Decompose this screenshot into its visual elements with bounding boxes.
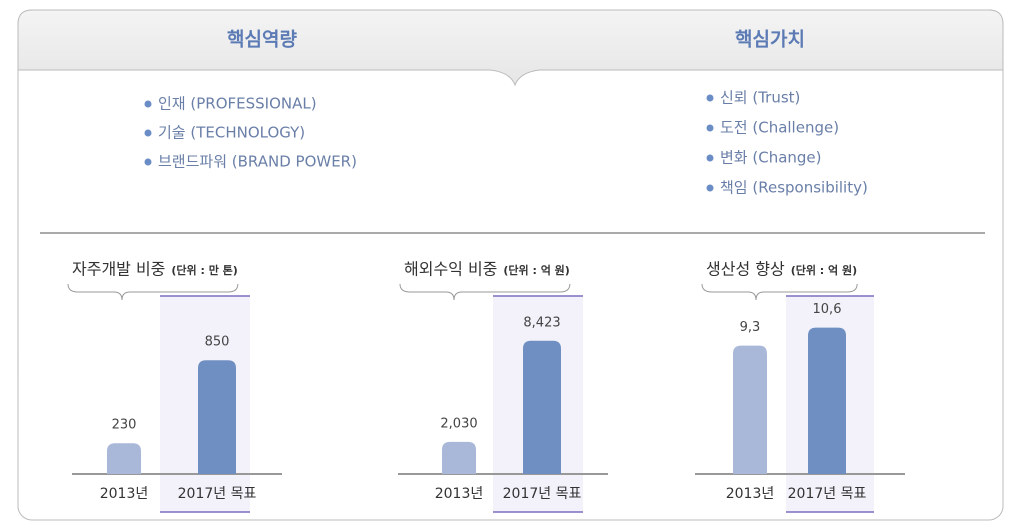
chart-title: 해외수익 비중 — [404, 260, 497, 279]
value-label: 850 — [205, 335, 230, 350]
category-label: 2017년 목표 — [178, 486, 257, 502]
bar — [733, 345, 767, 474]
category-label: 2013년 — [100, 486, 149, 502]
category-label: 2017년 목표 — [788, 486, 867, 502]
bar — [198, 360, 236, 474]
competency: 인재 (PROFESSIONAL) — [158, 95, 317, 113]
chart-title: 자주개발 비중 — [72, 260, 165, 279]
core-value: 신뢰 (Trust) — [720, 89, 800, 107]
value-label: 230 — [112, 418, 137, 433]
category-label: 2013년 — [726, 486, 775, 502]
bullet — [706, 94, 714, 102]
bullet — [706, 154, 714, 162]
chart-unit: (단위 : 억 원) — [503, 263, 569, 277]
bar — [523, 340, 561, 474]
bar — [808, 327, 846, 474]
value-label: 10,6 — [813, 302, 842, 317]
bullet — [706, 124, 714, 132]
right-title: 핵심가치 — [735, 29, 805, 51]
bullet — [706, 184, 714, 192]
category-label: 2017년 목표 — [503, 486, 582, 502]
core-value: 도전 (Challenge) — [720, 119, 839, 137]
competency: 브랜드파워 (BRAND POWER) — [158, 153, 357, 171]
core-value: 변화 (Change) — [720, 149, 822, 167]
core-value: 책임 (Responsibility) — [720, 179, 868, 197]
brace — [701, 283, 858, 301]
bullet — [144, 129, 152, 137]
bullet — [144, 158, 152, 166]
bullet — [144, 100, 152, 108]
chart-unit: (단위 : 만 톤) — [171, 263, 237, 277]
bar — [107, 443, 141, 474]
category-label: 2013년 — [435, 486, 484, 502]
bar — [442, 441, 476, 474]
competency: 기술 (TECHNOLOGY) — [158, 124, 305, 142]
value-label: 2,030 — [440, 416, 477, 431]
chart-unit: (단위 : 억 원) — [791, 263, 857, 277]
brace — [399, 283, 571, 301]
value-label: 8,423 — [523, 315, 560, 330]
chart-title: 생산성 향상 — [706, 260, 785, 279]
brace — [67, 283, 239, 301]
value-label: 9,3 — [740, 320, 761, 335]
left-title: 핵심역량 — [227, 29, 297, 51]
header-band — [17, 9, 1004, 87]
